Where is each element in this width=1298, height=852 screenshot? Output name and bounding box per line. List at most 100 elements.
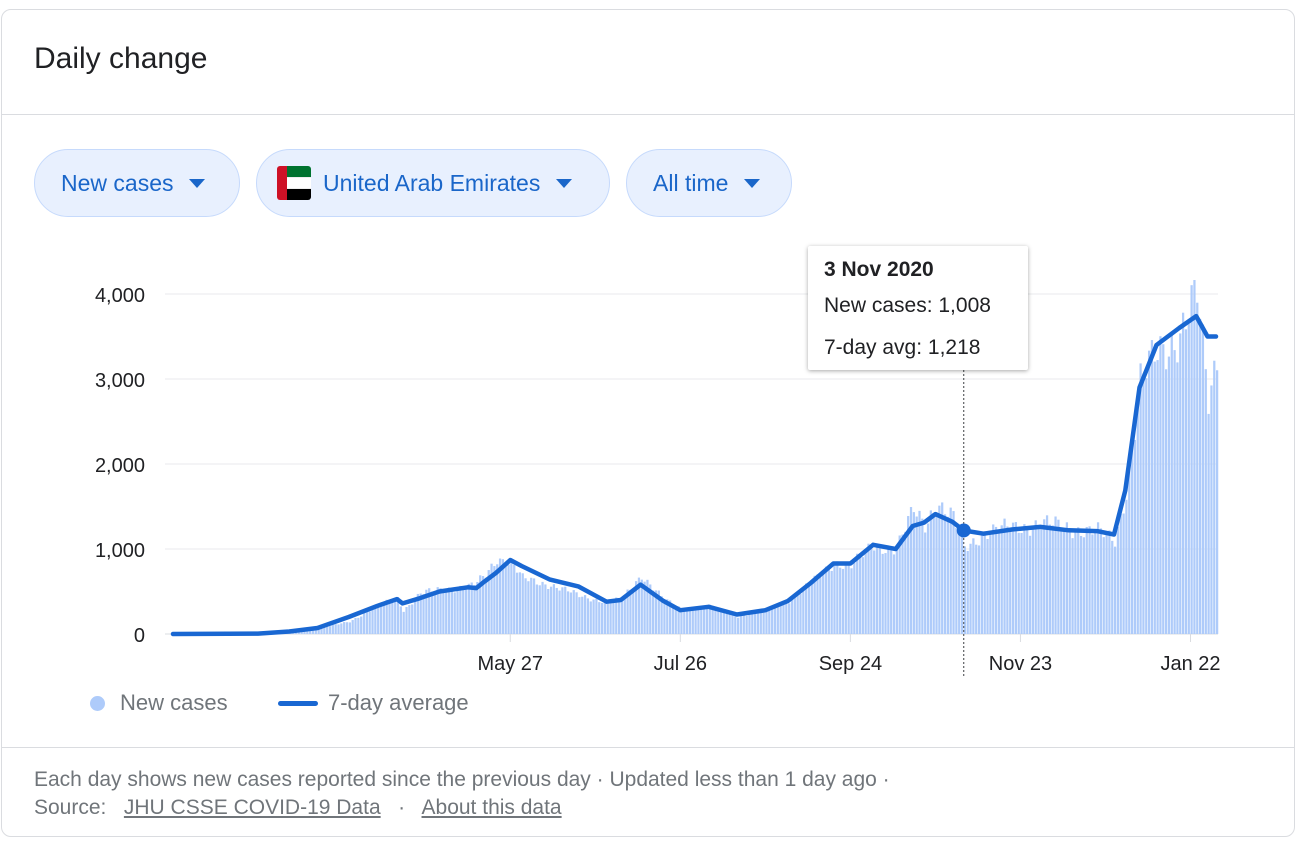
new-cases-bar — [1108, 530, 1111, 634]
new-cases-bar — [1082, 537, 1086, 634]
new-cases-bar — [300, 630, 303, 634]
footer-source-line: Source: JHU CSSE COVID-19 Data · About t… — [34, 796, 562, 820]
x-tick-label: Jan 22 — [1160, 653, 1220, 675]
metric-dropdown[interactable]: New cases — [34, 149, 240, 217]
new-cases-bar — [867, 543, 870, 634]
new-cases-bar — [1074, 531, 1077, 634]
x-tick-label: Jul 26 — [654, 653, 707, 675]
new-cases-bar — [807, 585, 811, 634]
daily-change-card — [1, 9, 1295, 837]
new-cases-bar — [773, 604, 777, 634]
new-cases-bar — [476, 582, 479, 634]
new-cases-bar — [549, 586, 553, 634]
new-cases-bar — [362, 612, 366, 634]
source-link[interactable]: JHU CSSE COVID-19 Data — [123, 796, 381, 819]
new-cases-bar — [442, 592, 445, 634]
new-cases-bar — [915, 516, 918, 634]
new-cases-bar — [334, 624, 337, 634]
new-cases-bar — [827, 568, 830, 634]
new-cases-bar — [949, 507, 952, 634]
new-cases-bar — [595, 598, 598, 634]
new-cases-bar — [600, 602, 604, 634]
new-cases-bar — [1102, 537, 1105, 634]
new-cases-bar — [943, 514, 947, 634]
new-cases-bar — [351, 620, 354, 634]
new-cases-bar — [428, 588, 431, 634]
y-tick-label: 1,000 — [95, 540, 145, 562]
footer-separator: · — [398, 796, 406, 819]
new-cases-bar — [467, 583, 470, 634]
new-cases-bar — [360, 616, 363, 634]
hover-point-marker — [956, 523, 971, 538]
new-cases-bar — [566, 591, 570, 634]
caret-down-icon — [556, 178, 573, 188]
new-cases-bar — [430, 591, 434, 634]
new-cases-bar — [887, 545, 890, 634]
new-cases-bar — [955, 527, 958, 634]
new-cases-bar — [306, 630, 309, 634]
new-cases-bar — [394, 598, 397, 634]
new-cases-bar — [898, 535, 901, 634]
new-cases-bar — [1099, 528, 1103, 634]
new-cases-bar — [371, 608, 374, 634]
new-cases-bar — [714, 609, 717, 634]
new-cases-bar — [1077, 527, 1080, 634]
about-data-link[interactable]: About this data — [421, 796, 562, 819]
new-cases-bar — [598, 602, 601, 634]
new-cases-bar — [824, 566, 828, 634]
tooltip-7day-avg: 7-day avg: 1,218 — [824, 336, 981, 359]
new-cases-bar — [1062, 528, 1066, 634]
new-cases-bar — [861, 557, 864, 634]
new-cases-bar — [626, 589, 629, 634]
new-cases-bar — [507, 564, 510, 634]
new-cases-bar — [759, 610, 762, 634]
new-cases-bar — [1184, 329, 1188, 634]
new-cases-bar — [331, 624, 334, 634]
new-cases-bar — [609, 602, 612, 634]
new-cases-bar — [408, 605, 411, 634]
new-cases-bar — [875, 544, 879, 634]
new-cases-bar — [1196, 302, 1199, 634]
new-cases-bar — [663, 600, 666, 634]
new-cases-bar — [572, 590, 575, 634]
new-cases-bar — [490, 563, 493, 634]
new-cases-bar — [992, 524, 995, 634]
new-cases-bar — [844, 562, 847, 634]
location-dropdown[interactable]: United Arab Emirates — [256, 149, 610, 217]
new-cases-bar — [464, 588, 468, 634]
new-cases-bar — [309, 630, 312, 634]
new-cases-bar — [462, 589, 465, 634]
new-cases-bar — [1088, 526, 1091, 634]
tooltip-new-cases: New cases: 1,008 — [824, 294, 991, 317]
new-cases-bar — [1105, 532, 1108, 634]
new-cases-bar — [1079, 535, 1083, 634]
new-cases-bar — [677, 606, 680, 634]
new-cases-bar — [530, 577, 533, 634]
new-cases-bar — [643, 581, 646, 634]
new-cases-bar — [997, 532, 1000, 634]
new-cases-bar — [742, 614, 745, 634]
new-cases-bar — [348, 622, 351, 634]
new-cases-bar — [765, 609, 768, 634]
new-cases-bar — [592, 599, 595, 634]
new-cases-bar — [836, 561, 839, 634]
new-cases-bar — [532, 578, 536, 634]
new-cases-bar — [637, 577, 641, 634]
new-cases-bar — [671, 604, 675, 634]
new-cases-bar — [496, 564, 499, 634]
new-cases-bar — [776, 606, 779, 634]
new-cases-bar — [932, 513, 935, 634]
new-cases-bar — [612, 600, 615, 634]
range-dropdown[interactable]: All time — [626, 149, 792, 217]
new-cases-bar — [487, 570, 490, 634]
footer-divider — [2, 747, 1294, 748]
new-cases-bar — [822, 573, 825, 634]
new-cases-bar — [328, 626, 332, 634]
new-cases-bar — [1162, 344, 1165, 634]
new-cases-bar — [1145, 378, 1148, 634]
new-cases-bar — [357, 617, 360, 634]
new-cases-bar — [708, 604, 711, 634]
new-cases-bar — [1000, 525, 1003, 634]
new-cases-bar — [629, 589, 632, 634]
